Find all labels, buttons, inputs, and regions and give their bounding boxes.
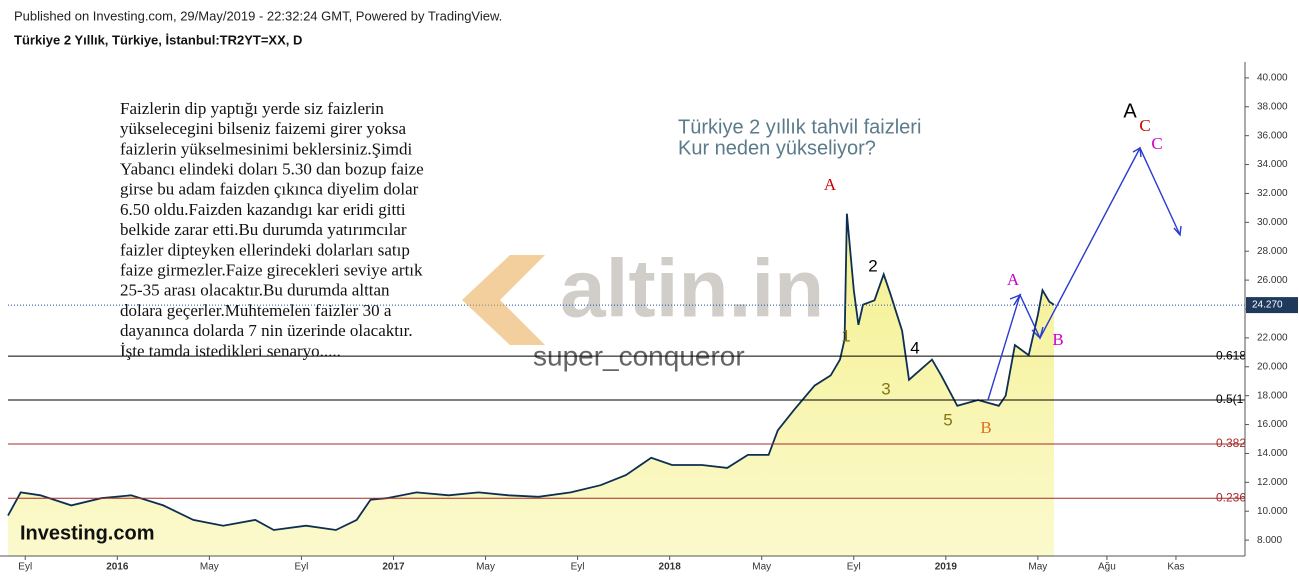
- fib-label: 0.618: [1216, 348, 1246, 362]
- note-line: İşte tamda istedikleri senaryo.....: [120, 341, 341, 360]
- x-tick-label: 2019: [935, 562, 958, 573]
- x-tick-label: May: [476, 562, 495, 573]
- y-tick-label: 34.000: [1257, 159, 1288, 170]
- y-tick-label: 18.000: [1257, 390, 1288, 401]
- last-value-label: 24.270: [1252, 300, 1283, 311]
- y-tick-label: 12.000: [1257, 477, 1288, 488]
- y-tick-label: 10.000: [1257, 506, 1288, 517]
- wave-label: 1: [841, 326, 850, 345]
- area-fill: [8, 213, 1054, 556]
- arrow-head: [1173, 225, 1182, 237]
- y-tick-label: 22.000: [1257, 333, 1288, 344]
- watermark: altin.in: [560, 244, 824, 335]
- note-line: faizler dipteyken ellerindeki dolarları …: [120, 240, 410, 259]
- wave-label: C: [1139, 116, 1150, 135]
- x-tick-label: 2017: [382, 562, 405, 573]
- note-line: 6.50 oldu.Faizden kazandıgı kar eridi gi…: [120, 200, 406, 219]
- y-tick-label: 30.000: [1257, 217, 1288, 228]
- wave-label: A: [1007, 270, 1020, 289]
- symbol-line: Türkiye 2 Yıllık, Türkiye, İstanbul:TR2Y…: [14, 32, 302, 47]
- y-tick-label: 8.000: [1257, 535, 1282, 546]
- x-tick-label: Kas: [1167, 562, 1184, 573]
- note-line: faize girmezler.Faize girecekleri seviye…: [120, 261, 423, 280]
- note-line: 25-35 arası olacaktır.Bu durumda alttan: [120, 281, 390, 300]
- x-tick-label: May: [1028, 562, 1047, 573]
- x-tick-label: Eyl: [571, 562, 585, 573]
- arrow-head: [1009, 293, 1022, 306]
- x-tick-label: 2016: [106, 562, 129, 573]
- wave-label: C: [1151, 134, 1162, 153]
- y-tick-label: 40.000: [1257, 73, 1288, 84]
- wave-label: A: [824, 175, 837, 194]
- note-line: belkide zarar etti.Bu durumda yatırımcıl…: [120, 220, 407, 239]
- arrow-head: [1132, 146, 1142, 158]
- wave-label: B: [980, 418, 991, 437]
- wave-label: B: [1052, 330, 1063, 349]
- x-tick-label: Eyl: [294, 562, 308, 573]
- y-tick-label: 36.000: [1257, 130, 1288, 141]
- y-axis-panel: [1245, 62, 1299, 580]
- note-line: faizlerin yükselmesinimi beklersiniz.Şim…: [120, 139, 413, 158]
- y-tick-label: 32.000: [1257, 188, 1288, 199]
- wave-label: 5: [943, 410, 952, 429]
- last-value-box: [1246, 297, 1298, 314]
- y-tick-label: 16.000: [1257, 419, 1288, 430]
- note-line: Yabancı elindeki doları 5.30 dan bozup f…: [120, 160, 424, 179]
- x-tick-label: May: [200, 562, 219, 573]
- x-tick-label: Ağu: [1098, 562, 1116, 573]
- note-line: girse bu adam faizden çıkınca diyelim do…: [120, 180, 419, 199]
- question-line: Türkiye 2 yıllık tahvil faizleri: [678, 116, 921, 138]
- note-line: dolara geçerler.Muhtemelen faizler 30 a: [120, 301, 392, 320]
- arrow-head: [1031, 326, 1044, 340]
- wave-label: 2: [868, 256, 877, 275]
- note-line: yükselecegini bilseniz faizemi girer yok…: [120, 119, 407, 138]
- x-axis-panel: [0, 556, 1245, 580]
- x-tick-label: Eyl: [847, 562, 861, 573]
- note-line: dayanınca dolarda 7 nin üzerinde olacakt…: [120, 321, 413, 340]
- fib-label: 0.236: [1216, 490, 1246, 504]
- price-line: [7, 213, 1055, 531]
- wave-label: 3: [881, 379, 890, 398]
- x-tick-label: Eyl: [18, 562, 32, 573]
- note-line: Faizlerin dip yaptığı yerde siz faizleri…: [120, 99, 384, 118]
- wave-label: A: [1123, 100, 1137, 122]
- y-tick-label: 26.000: [1257, 275, 1288, 286]
- watermark-icon: [462, 255, 545, 345]
- published-line: Published on Investing.com, 29/May/2019 …: [14, 8, 502, 23]
- x-tick-label: 2018: [659, 562, 682, 573]
- y-tick-label: 20.000: [1257, 361, 1288, 372]
- y-tick-label: 28.000: [1257, 246, 1288, 257]
- fib-label: 0.5(1: [1216, 392, 1244, 406]
- question-line: Kur neden yükseliyor?: [678, 137, 876, 159]
- x-tick-label: May: [752, 562, 771, 573]
- y-tick-label: 14.000: [1257, 448, 1288, 459]
- fib-label: 0.382: [1216, 436, 1246, 450]
- logo: Investing.com: [20, 522, 154, 544]
- wave-label: 4: [910, 338, 919, 357]
- y-tick-label: 38.000: [1257, 101, 1288, 112]
